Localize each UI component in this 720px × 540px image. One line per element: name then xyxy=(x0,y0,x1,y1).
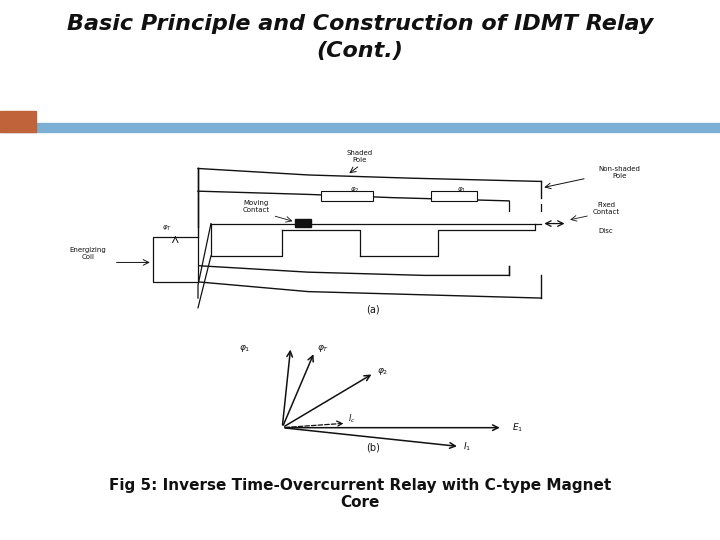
Text: $\varphi_2$: $\varphi_2$ xyxy=(377,366,389,377)
Text: Energizing
Coil: Energizing Coil xyxy=(69,247,107,260)
Text: $E_1$: $E_1$ xyxy=(513,421,523,434)
Text: Basic Principle and Construction of IDMT Relay: Basic Principle and Construction of IDMT… xyxy=(67,14,653,33)
Text: Moving
Contact: Moving Contact xyxy=(243,200,270,213)
Text: (Cont.): (Cont.) xyxy=(317,40,403,60)
Bar xyxy=(0,123,720,132)
Text: Non-shaded
Pole: Non-shaded Pole xyxy=(598,166,640,179)
Bar xyxy=(0,111,36,132)
Text: $\varphi_T$: $\varphi_T$ xyxy=(163,224,172,233)
Text: $I_c$: $I_c$ xyxy=(348,413,356,425)
Bar xyxy=(321,191,373,201)
Text: Fixed
Contact: Fixed Contact xyxy=(593,202,620,215)
Text: $\varphi_1$: $\varphi_1$ xyxy=(457,186,467,195)
Text: Disc: Disc xyxy=(599,228,613,234)
Bar xyxy=(431,191,477,201)
Text: $I_1$: $I_1$ xyxy=(463,440,471,453)
Bar xyxy=(153,237,198,282)
Text: Shaded
Pole: Shaded Pole xyxy=(347,150,373,163)
Text: (b): (b) xyxy=(366,442,380,453)
Text: $\varphi_T$: $\varphi_T$ xyxy=(317,343,329,354)
Text: (a): (a) xyxy=(366,305,379,315)
Text: Fig 5: Inverse Time-Overcurrent Relay with C-type Magnet
Core: Fig 5: Inverse Time-Overcurrent Relay wi… xyxy=(109,478,611,510)
Bar xyxy=(295,219,312,227)
Text: $\varphi_2$: $\varphi_2$ xyxy=(351,186,359,195)
Text: $\varphi_1$: $\varphi_1$ xyxy=(239,343,251,354)
